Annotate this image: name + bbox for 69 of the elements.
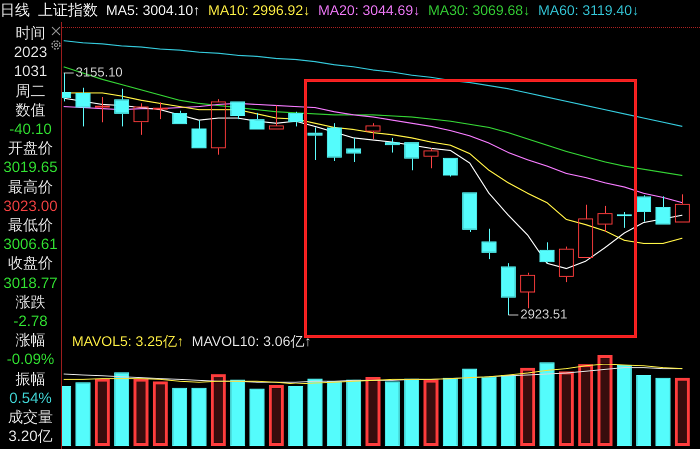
bar — [210, 374, 226, 446]
annotation: -0.09% — [6, 351, 56, 370]
text: 数值 — [14, 102, 46, 120]
bar — [674, 378, 690, 446]
bar — [94, 378, 110, 446]
candlestick — [346, 137, 362, 162]
annotation: 2923.51 — [520, 306, 568, 322]
candlestick — [326, 122, 342, 162]
annotation: 3023.00 — [2, 198, 59, 216]
text: 涨跌 — [14, 294, 46, 312]
text: 周二 — [14, 82, 46, 101]
bar — [75, 382, 91, 446]
text: -40.10 — [8, 121, 53, 139]
text: 开盘价 — [7, 140, 54, 158]
bar — [442, 378, 458, 446]
text: 振幅 — [14, 370, 46, 389]
bar — [268, 385, 284, 446]
annotation: 3006.61 — [2, 236, 59, 254]
bar — [520, 368, 536, 446]
bar — [230, 380, 246, 446]
bar — [423, 380, 439, 446]
annotation: 3155.10 — [76, 64, 123, 80]
text: 3.20亿 — [7, 428, 54, 446]
bar — [558, 371, 574, 446]
annotation: 3018.77 — [2, 274, 59, 293]
text: MAVOL10: 3.06亿↑ — [192, 333, 312, 349]
bar — [307, 378, 323, 446]
bar — [152, 381, 168, 446]
text: 最高价 — [7, 178, 54, 197]
text: 最低价 — [7, 217, 54, 235]
bar — [578, 364, 594, 446]
text: 0.54% — [8, 390, 53, 408]
bar — [462, 368, 478, 446]
candlestick — [462, 192, 478, 232]
text: 1031 — [12, 63, 48, 82]
chart-subtitle: 日线 — [0, 2, 30, 19]
bar — [655, 378, 671, 446]
text: MA10: 2996.92↓ — [208, 2, 310, 18]
bar — [133, 378, 149, 446]
candlestick — [307, 126, 323, 160]
text: MAVOL5: 3.25亿↑ — [72, 333, 184, 349]
text: MA5: 3004.10↑ — [106, 2, 200, 18]
bar — [346, 380, 362, 446]
bar — [288, 386, 304, 446]
text: MA30: 3069.68↓ — [428, 2, 530, 18]
bar — [616, 365, 632, 446]
bar — [249, 388, 265, 446]
text: 涨幅 — [14, 332, 46, 350]
bar — [404, 378, 420, 446]
text: 时间 — [14, 25, 46, 43]
text: 2023 — [12, 44, 48, 62]
bar — [481, 376, 497, 446]
bar — [172, 388, 188, 446]
bar — [597, 355, 613, 446]
chart-title: 上证指数 — [38, 2, 98, 19]
text: 收盘价 — [7, 255, 54, 274]
bar — [539, 362, 555, 446]
bar — [384, 381, 400, 446]
bar — [326, 381, 342, 446]
bar — [500, 375, 516, 446]
text: MA60: 3119.40↓ — [538, 2, 639, 18]
annotation: 3019.65 — [2, 159, 59, 178]
bar — [636, 375, 652, 446]
bar — [191, 388, 207, 446]
bar — [114, 372, 130, 446]
text: MA20: 3044.69↓ — [318, 2, 420, 18]
bar — [365, 376, 381, 446]
text: 成交量 — [7, 409, 54, 427]
text: -2.78 — [12, 313, 49, 331]
